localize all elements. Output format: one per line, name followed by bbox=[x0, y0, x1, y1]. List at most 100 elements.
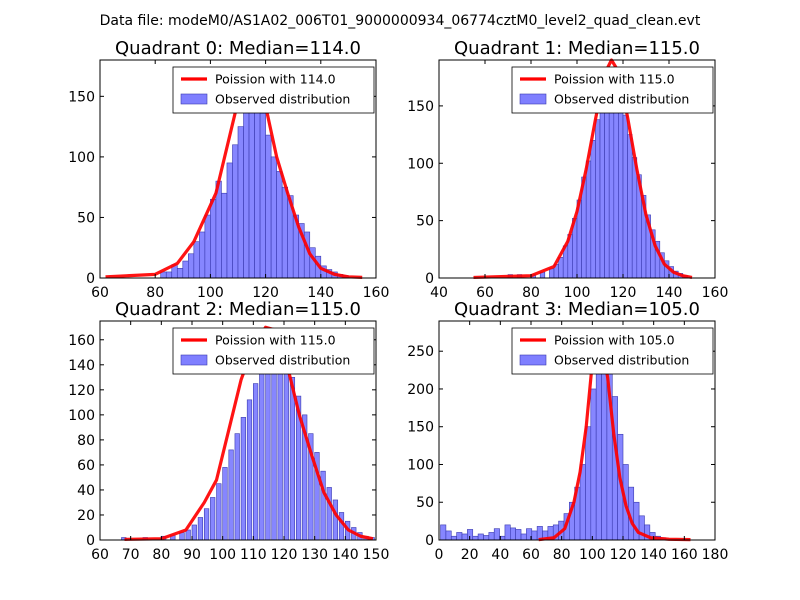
histogram-bar bbox=[595, 354, 602, 541]
histogram-bar bbox=[197, 517, 204, 541]
x-tick-label: 0 bbox=[435, 547, 444, 563]
chart-panel-3: 0 20 40 60 80 100 120 140 160 180050100150200250Q… bbox=[407, 299, 728, 563]
x-tick-label: 140 bbox=[656, 285, 683, 301]
histogram-bar bbox=[338, 512, 345, 541]
x-tick-label: 100 bbox=[209, 547, 236, 563]
x-tick-label: 160 bbox=[671, 547, 698, 563]
histogram-bar bbox=[210, 497, 216, 541]
x-tick-label: 110 bbox=[240, 547, 267, 563]
y-tick-label: 0 bbox=[86, 271, 95, 287]
x-tick-label: 140 bbox=[640, 547, 667, 563]
histogram-bar bbox=[515, 529, 522, 541]
histogram-bar bbox=[221, 192, 228, 279]
legend-label-curve: Poission with 114.0 bbox=[215, 72, 336, 87]
histogram-bar bbox=[585, 160, 592, 279]
histogram-bar bbox=[185, 529, 191, 541]
histogram-bar bbox=[259, 366, 265, 541]
histogram-bar bbox=[176, 268, 184, 279]
x-tick-label: 60 bbox=[476, 285, 494, 301]
legend-box bbox=[511, 327, 714, 375]
histogram-bar bbox=[504, 524, 511, 541]
legend-label-curve: Poission with 105.0 bbox=[554, 333, 675, 348]
histogram-bar bbox=[259, 112, 266, 279]
histogram-bar bbox=[248, 96, 255, 279]
histogram-bar bbox=[270, 156, 277, 279]
legend-box bbox=[511, 66, 714, 114]
chart-panel-0: 60 80 100 120 140 160 0 50 100 150 Quadrant 0: Med… bbox=[68, 38, 389, 301]
figure-title: Data file: modeM0/AS1A02_006T01_90000009… bbox=[100, 13, 701, 29]
chart-title: Quadrant 2: Median=115.0 bbox=[115, 299, 361, 320]
y-tick-label: 40 bbox=[77, 483, 95, 499]
histogram-bar bbox=[456, 532, 463, 541]
x-tick-label: 120 bbox=[610, 547, 637, 563]
x-tick-label: 100 bbox=[564, 285, 591, 301]
x-tick-label: 160 bbox=[702, 285, 729, 301]
y-tick-label: 0 bbox=[425, 271, 434, 287]
x-tick-label: 80 bbox=[146, 285, 164, 301]
histogram-bar bbox=[599, 99, 605, 279]
chart-panel-2: 60 70 80 90 100 110 120 130 140 15002040608010012… bbox=[68, 299, 389, 563]
histogram-bar bbox=[226, 162, 233, 279]
x-tick-label: 120 bbox=[271, 547, 298, 563]
x-tick-label: 40 bbox=[430, 285, 448, 301]
chart-legend: Poission with 105.0 Observed distribution bbox=[511, 327, 714, 375]
histogram-bar bbox=[631, 157, 638, 279]
x-tick-label: 140 bbox=[307, 285, 334, 301]
x-tick-label: 70 bbox=[122, 547, 140, 563]
histogram-bar bbox=[216, 483, 222, 541]
histogram-bar bbox=[277, 345, 283, 541]
histogram-bar bbox=[281, 186, 288, 279]
x-tick-label: 120 bbox=[610, 285, 637, 301]
y-tick-label: 50 bbox=[416, 495, 434, 511]
histogram-bar bbox=[203, 508, 210, 541]
y-tick-label: 60 bbox=[77, 458, 95, 474]
histogram-bar bbox=[199, 231, 206, 279]
histogram-bar bbox=[461, 533, 468, 541]
histogram-bar bbox=[191, 524, 197, 541]
histogram-bar bbox=[477, 533, 484, 541]
y-tick-label: 150 bbox=[68, 89, 95, 105]
y-tick-label: 50 bbox=[77, 210, 95, 226]
histogram-bar bbox=[493, 528, 500, 541]
legend-bar-swatch bbox=[180, 93, 208, 105]
chart-title: Quadrant 1: Median=115.0 bbox=[454, 38, 700, 59]
chart-legend: Poission with 115.0 Observed distribution bbox=[511, 66, 714, 114]
x-tick-label: 100 bbox=[579, 547, 606, 563]
histogram-bar bbox=[237, 126, 244, 279]
x-tick-label: 130 bbox=[301, 547, 328, 563]
legend-label-curve: Poission with 115.0 bbox=[215, 333, 336, 348]
legend-label-bars: Observed distribution bbox=[215, 92, 350, 107]
histogram-bar bbox=[627, 134, 633, 279]
histogram-bar bbox=[254, 105, 261, 279]
histogram-bar bbox=[440, 524, 447, 541]
histogram-bar bbox=[531, 530, 538, 541]
x-tick-label: 90 bbox=[183, 547, 201, 563]
x-tick-label: 60 bbox=[522, 547, 540, 563]
y-tick-label: 250 bbox=[407, 344, 434, 360]
x-tick-label: 150 bbox=[363, 547, 390, 563]
histogram-bar bbox=[182, 260, 189, 279]
x-tick-label: 80 bbox=[522, 285, 540, 301]
y-tick-label: 0 bbox=[425, 533, 434, 549]
histogram-bar bbox=[585, 426, 592, 541]
histogram-bar bbox=[222, 467, 228, 541]
y-tick-label: 20 bbox=[77, 508, 95, 524]
histogram-bar bbox=[232, 144, 239, 279]
histogram-bar bbox=[618, 94, 624, 279]
histogram-bar bbox=[622, 114, 628, 279]
histogram-bar bbox=[590, 388, 597, 541]
histogram-bar bbox=[253, 383, 259, 541]
histogram-bar bbox=[283, 358, 289, 541]
legend-bar-swatch bbox=[519, 354, 547, 366]
y-tick-label: 120 bbox=[68, 383, 95, 399]
histogram-bar bbox=[509, 527, 516, 541]
x-tick-label: 60 bbox=[91, 547, 109, 563]
histogram-bar bbox=[326, 487, 332, 541]
histogram-bar bbox=[240, 417, 246, 541]
plot-frame bbox=[99, 59, 377, 279]
y-tick-label: 100 bbox=[68, 408, 95, 424]
histogram-bar bbox=[595, 119, 601, 279]
histogram-bar bbox=[210, 198, 217, 279]
histogram-bar bbox=[228, 449, 234, 541]
